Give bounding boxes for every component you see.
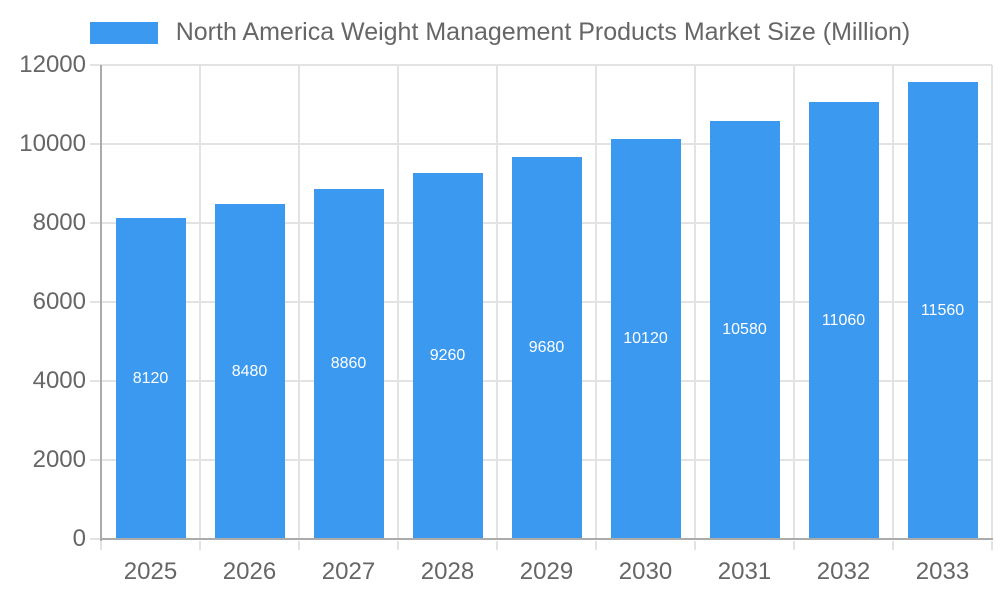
x-tick-label: 2032 [816, 558, 871, 585]
gridline-vertical [199, 65, 201, 539]
gridline-vertical [595, 65, 597, 539]
bar-value-label: 9680 [528, 338, 565, 356]
bar[interactable]: 11560 [907, 82, 978, 539]
gridline-vertical [298, 65, 300, 539]
bar[interactable]: 10120 [610, 139, 681, 539]
bar[interactable]: 8860 [313, 189, 384, 539]
x-axis-tick [199, 541, 201, 550]
bar-value-label: 11560 [920, 301, 965, 319]
y-axis-tick [90, 459, 101, 461]
x-axis-tick [694, 541, 696, 550]
y-tick-label: 8000 [32, 209, 86, 236]
y-tick-label: 12000 [19, 51, 86, 78]
legend-swatch [89, 21, 158, 44]
bar[interactable]: 9680 [511, 156, 582, 539]
y-axis-tick [90, 143, 101, 145]
bar-value-label: 10580 [722, 321, 767, 339]
legend-label: North America Weight Management Products… [175, 18, 911, 46]
x-axis-tick [595, 541, 597, 550]
x-axis-tick [397, 541, 399, 550]
y-axis-tick [90, 380, 101, 382]
x-tick-label: 2029 [519, 558, 574, 585]
bar[interactable]: 8120 [115, 218, 186, 539]
x-tick-label: 2026 [222, 558, 277, 585]
x-tick-label: 2031 [717, 558, 772, 585]
x-axis-tick [298, 541, 300, 550]
x-tick-label: 2030 [618, 558, 673, 585]
bar[interactable]: 8480 [214, 204, 285, 539]
x-axis-tick [496, 541, 498, 550]
y-tick-label: 0 [72, 525, 86, 552]
x-tick-label: 2033 [915, 558, 970, 585]
gridline-horizontal [101, 64, 992, 66]
x-tick-label: 2025 [123, 558, 178, 585]
y-axis-tick [90, 222, 101, 224]
y-axis-line [100, 65, 102, 541]
x-tick-label: 2028 [420, 558, 475, 585]
bar[interactable]: 11060 [808, 102, 879, 539]
x-axis-line [100, 538, 993, 540]
legend[interactable]: North America Weight Management Products… [0, 18, 1000, 47]
x-axis-tick [100, 541, 102, 550]
gridline-vertical [496, 65, 498, 539]
y-tick-label: 2000 [32, 446, 86, 473]
x-axis-tick [991, 541, 993, 550]
gridline-vertical [892, 65, 894, 539]
y-tick-label: 10000 [19, 130, 86, 157]
bar-value-label: 8860 [330, 355, 367, 372]
gridline-vertical [694, 65, 696, 539]
x-axis-tick [793, 541, 795, 550]
y-tick-label: 6000 [32, 288, 86, 315]
x-axis-tick [892, 541, 894, 550]
y-axis-tick [90, 538, 101, 540]
gridline-vertical [991, 65, 993, 539]
gridline-horizontal [101, 143, 992, 145]
bar-value-label: 8120 [132, 369, 169, 387]
gridline-vertical [793, 65, 795, 539]
x-tick-label: 2027 [321, 558, 376, 585]
bar[interactable]: 10580 [709, 121, 780, 539]
bar[interactable]: 9260 [412, 173, 483, 539]
gridline-vertical [397, 65, 399, 539]
bar-value-label: 9260 [429, 347, 466, 365]
bar-value-label: 10120 [623, 330, 668, 348]
bar-value-label: 8480 [231, 362, 268, 380]
y-axis-tick [90, 301, 101, 303]
bar-value-label: 11060 [821, 311, 866, 329]
y-tick-label: 4000 [32, 367, 86, 394]
y-axis-tick [90, 64, 101, 66]
